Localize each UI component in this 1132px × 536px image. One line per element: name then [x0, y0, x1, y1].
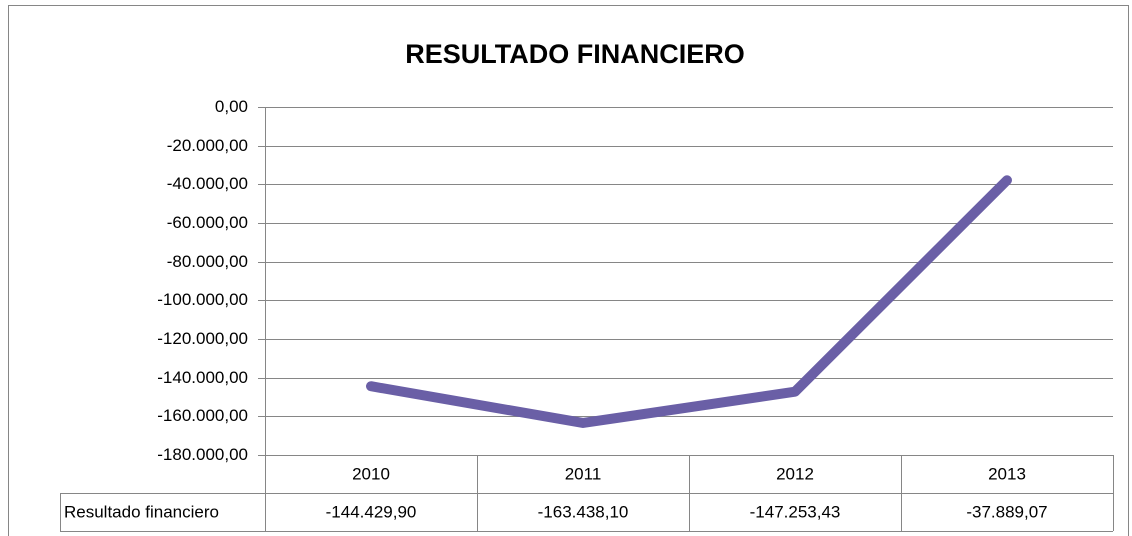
y-tick-label: -140.000,00 — [157, 368, 248, 387]
data-table-value: -37.889,07 — [966, 502, 1047, 521]
y-tick-label: -160.000,00 — [157, 406, 248, 425]
x-tick-label: 2011 — [565, 464, 602, 483]
y-tick-label: -80.000,00 — [167, 252, 248, 271]
y-tick-label: -40.000,00 — [167, 174, 248, 193]
y-tick-label: -60.000,00 — [167, 213, 248, 232]
y-tick-label: 0,00 — [215, 97, 248, 116]
x-tick-label: 2013 — [988, 464, 1026, 483]
y-tick-label: -180.000,00 — [157, 445, 248, 464]
y-tick-label: -100.000,00 — [157, 290, 248, 309]
x-tick-label: 2010 — [352, 464, 390, 483]
line-series — [366, 175, 1012, 428]
chart-border — [8, 5, 1129, 536]
chart-title: RESULTADO FINANCIERO — [405, 39, 745, 69]
y-tick-label: -20.000,00 — [167, 136, 248, 155]
data-table-value: -147.253,43 — [750, 502, 841, 521]
x-tick-label: 2012 — [776, 464, 814, 483]
y-tick-label: -120.000,00 — [157, 329, 248, 348]
data-table-value: -144.429,90 — [326, 502, 417, 521]
data-table-value: -163.438,10 — [538, 502, 629, 521]
legend-label: Resultado financiero — [64, 502, 219, 521]
